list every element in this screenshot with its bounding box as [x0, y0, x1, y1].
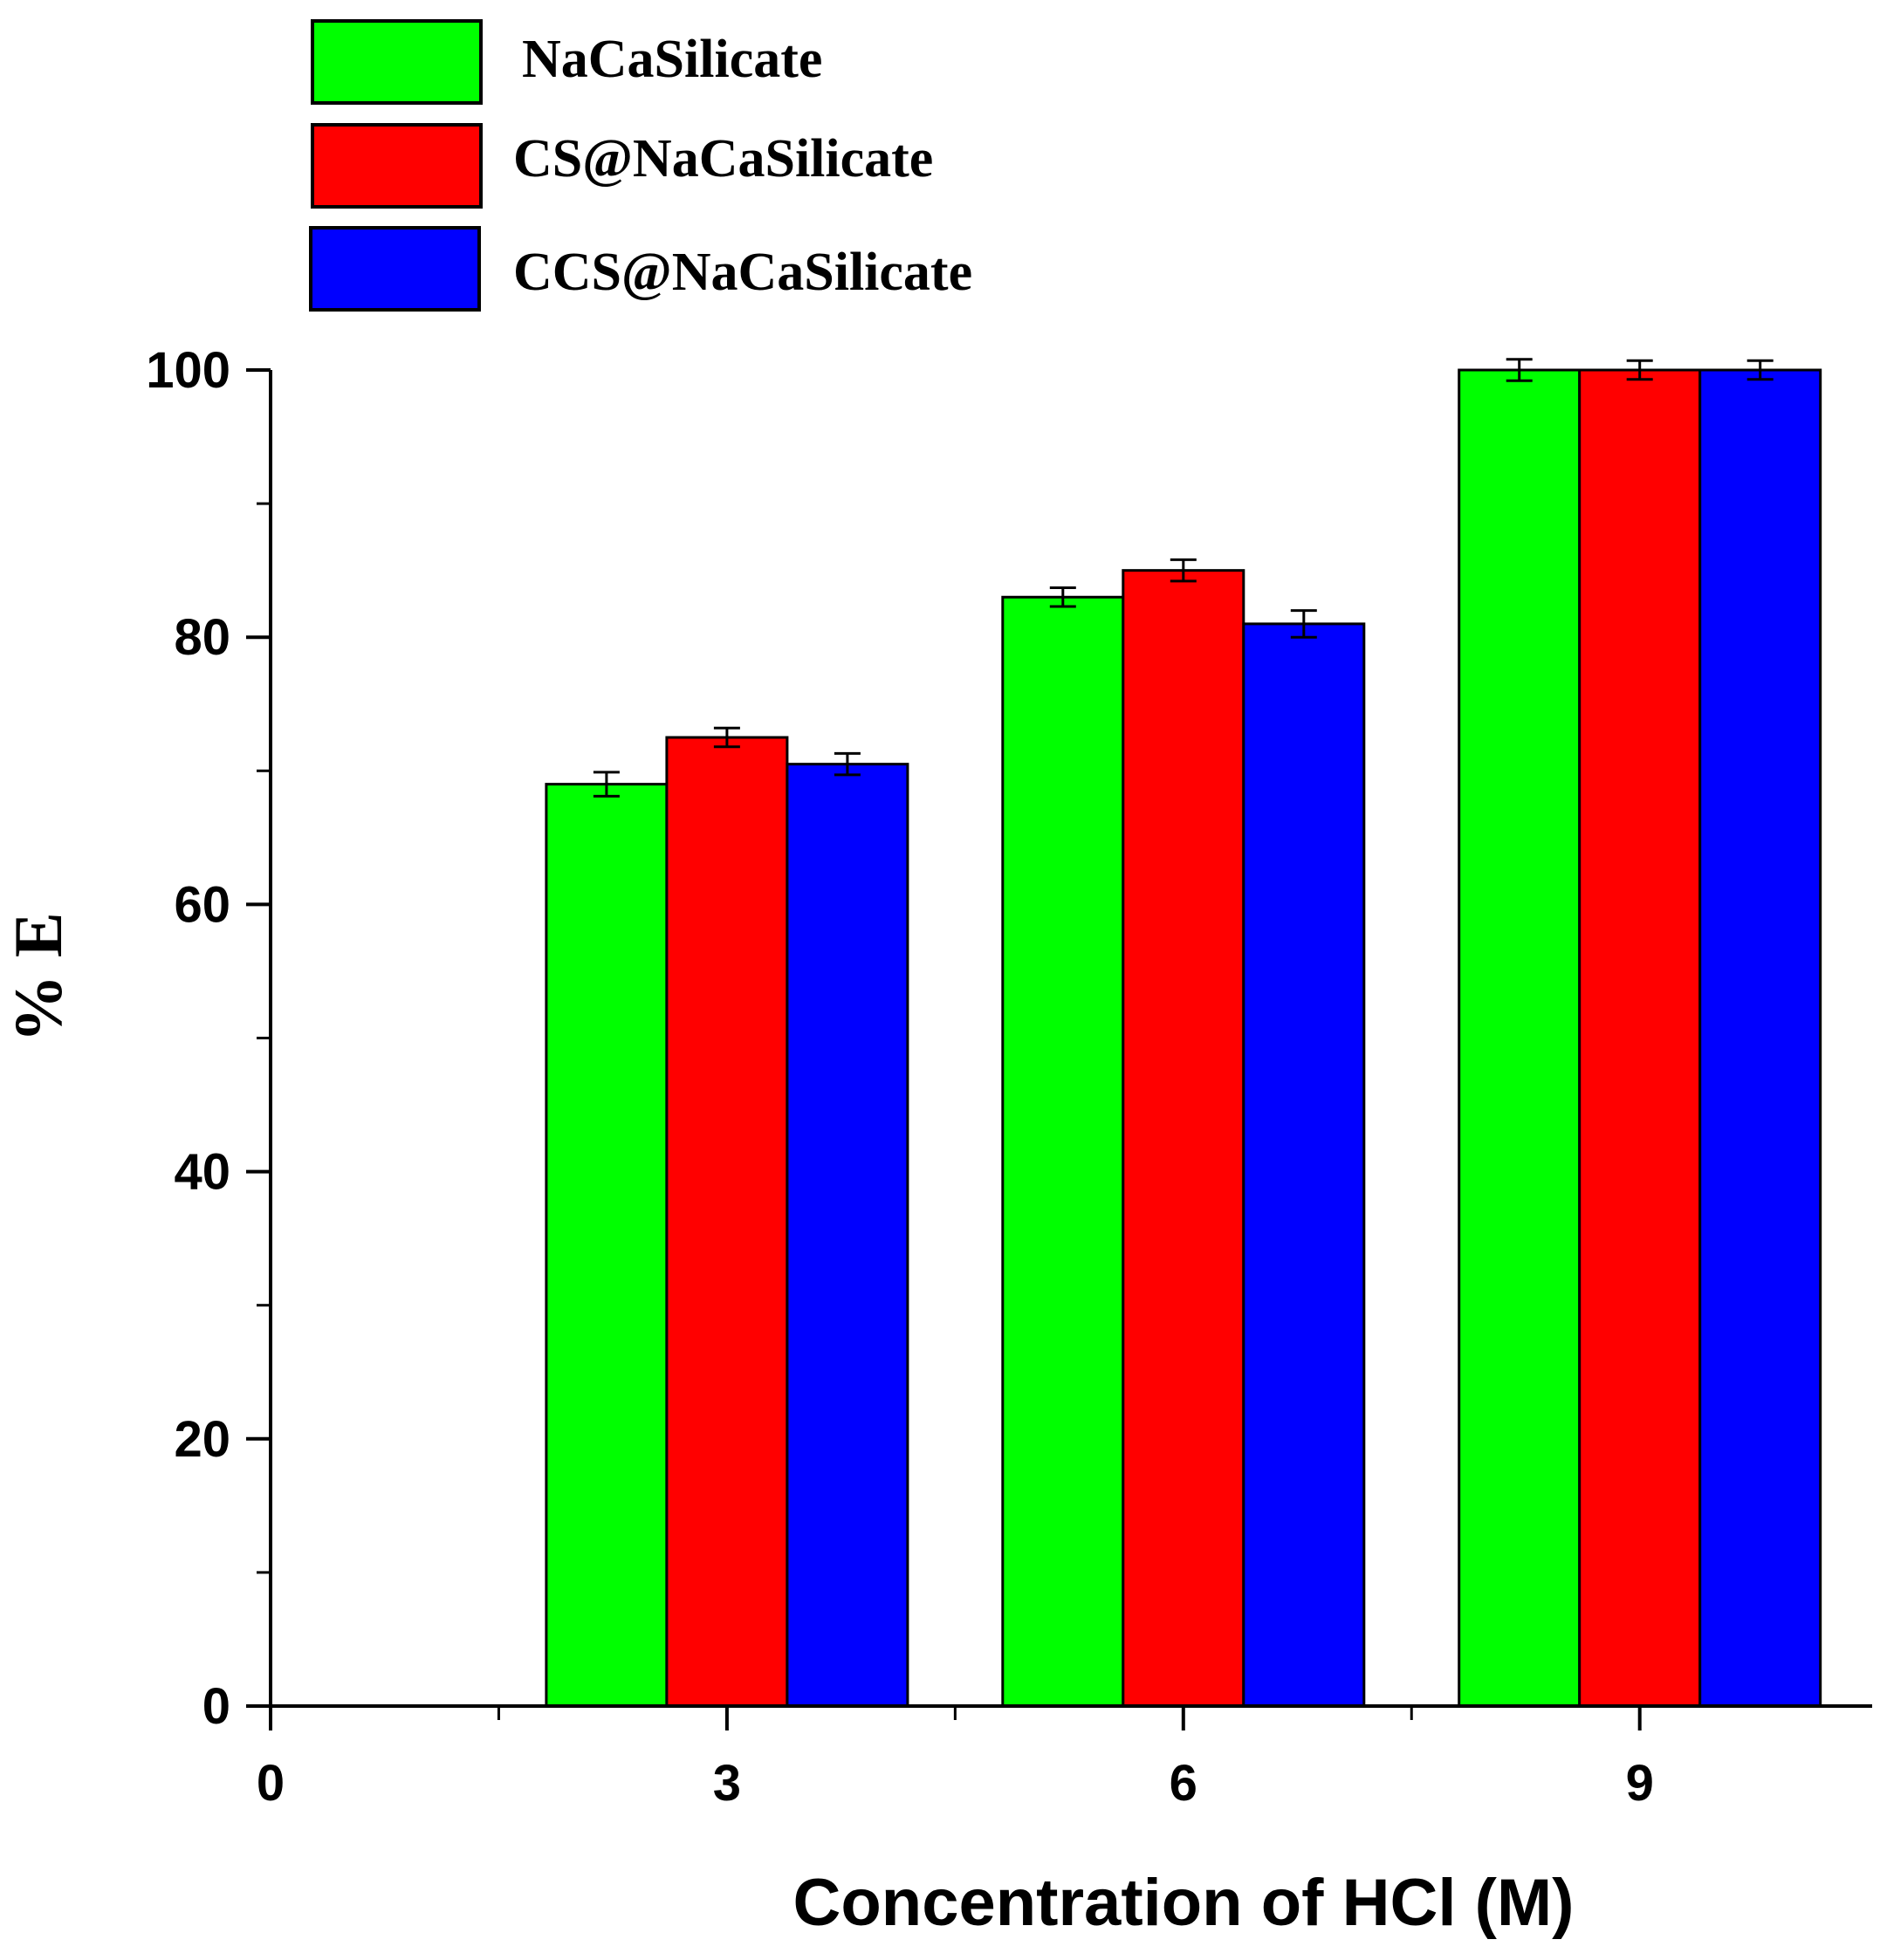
y-tick-label: 0 — [202, 1678, 230, 1735]
legend-label-cs-nacasilicate: CS@NaCaSilicate — [513, 129, 933, 188]
x-tick-label: 3 — [713, 1755, 741, 1812]
bar-cs-nacasilicate-3m — [665, 736, 789, 1708]
x-ticks: 0 3 6 9 — [257, 1706, 1654, 1812]
x-tick-label: 0 — [257, 1755, 285, 1812]
bar-nacasilicate-6m — [1001, 595, 1125, 1708]
bar-ccs-nacasilicate-9m — [1698, 368, 1822, 1708]
bar-cs-nacasilicate-9m — [1578, 368, 1702, 1708]
legend-label-nacasilicate: NaCaSilicate — [522, 30, 822, 89]
bar-nacasilicate-3m — [545, 783, 669, 1708]
y-tick-label: 20 — [174, 1411, 230, 1468]
bar-nacasilicate-9m — [1458, 368, 1582, 1708]
bar-cs-nacasilicate-6m — [1122, 569, 1245, 1708]
y-axis-title: % E — [0, 912, 76, 1043]
legend-swatch-cs-nacasilicate — [311, 123, 483, 209]
bar-ccs-nacasilicate-3m — [786, 763, 909, 1708]
y-tick-label: 40 — [174, 1144, 230, 1201]
legend: NaCaSilicate CS@NaCaSilicate CCS@NaCaSil… — [309, 19, 972, 312]
x-axis-title: Concentration of HCl (M) — [793, 1866, 1574, 1940]
y-tick-label: 80 — [174, 609, 230, 666]
x-tick-label: 6 — [1170, 1755, 1197, 1812]
x-tick-label: 9 — [1626, 1755, 1654, 1812]
bars — [545, 358, 1822, 1708]
y-tick-label: 60 — [174, 876, 230, 933]
y-tick-label: 100 — [146, 342, 230, 399]
y-ticks: 0 20 40 60 80 100 — [146, 342, 271, 1735]
legend-swatch-nacasilicate — [311, 19, 483, 105]
legend-swatch-ccs-nacasilicate — [309, 226, 481, 312]
bar-ccs-nacasilicate-6m — [1242, 622, 1366, 1708]
legend-label-ccs-nacasilicate: CCS@NaCaSilicate — [513, 243, 972, 302]
